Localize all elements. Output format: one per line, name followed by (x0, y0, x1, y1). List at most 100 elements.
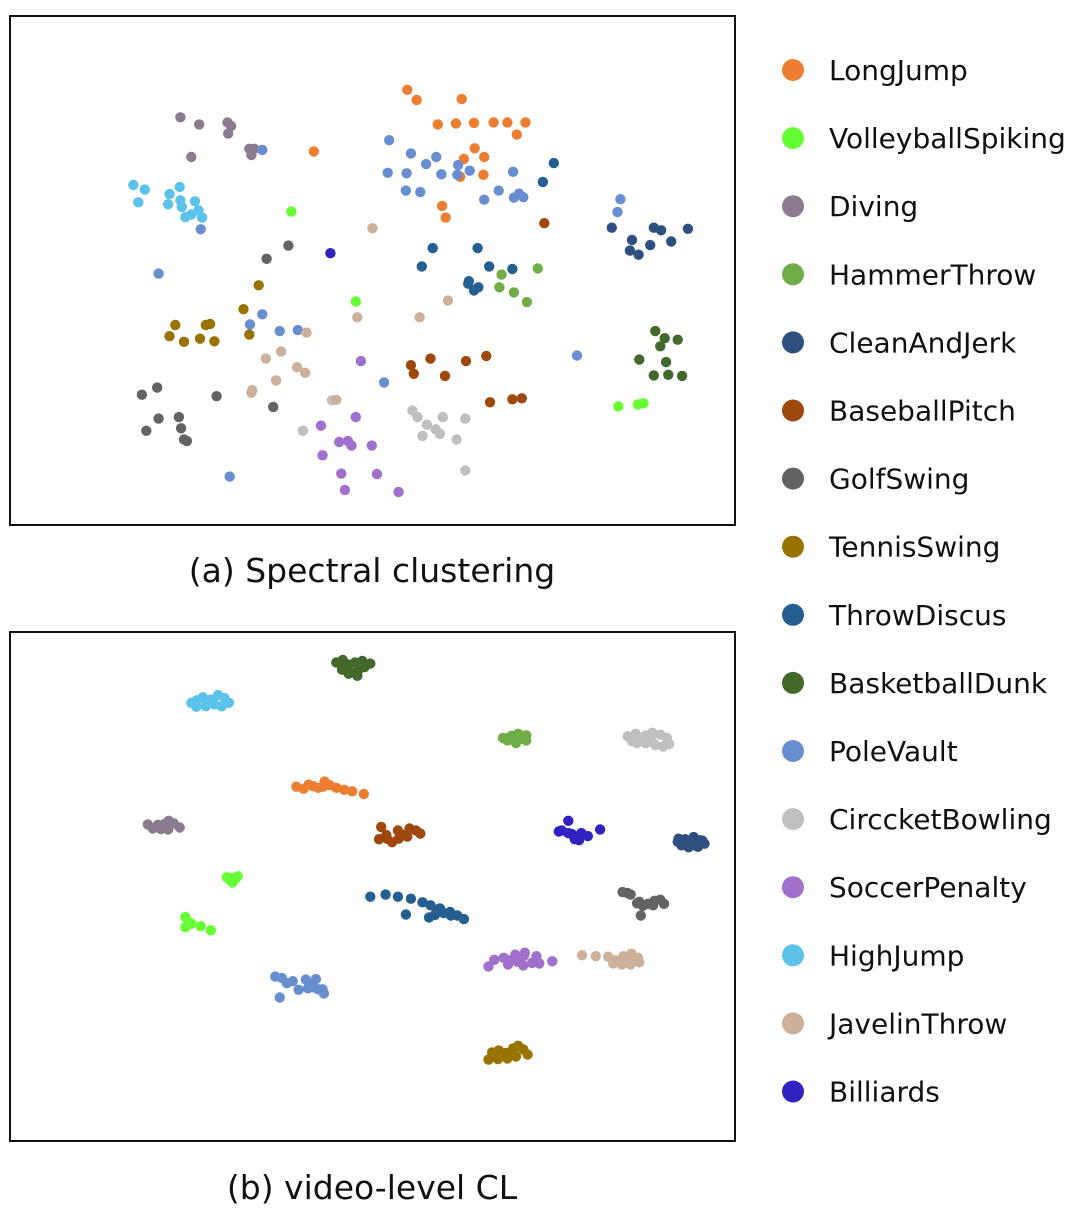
legend-marker-cleanandjerk (782, 331, 804, 354)
point-a-soccerpenalty-1 (350, 411, 361, 423)
point-a-polevault-0 (257, 144, 268, 156)
point-a-baseballpitch-7 (484, 397, 496, 408)
legend-marker-javelinthrow (782, 1012, 804, 1035)
legend-label-javelinthrow: JavelinThrow (827, 1007, 1007, 1040)
point-a-volleyballspiking-2 (613, 401, 624, 412)
point-a-polevault-16 (415, 186, 426, 198)
point-a-polevault-8 (436, 169, 447, 180)
point-a-polevault-9 (452, 169, 463, 180)
point-a-soccerpenalty-3 (334, 436, 345, 448)
point-a-javelinthrow-3 (414, 312, 425, 323)
point-b-golfswing-9 (631, 898, 643, 909)
legend-marker-polevault (782, 740, 804, 762)
point-b-tennisswing-9 (492, 1053, 504, 1065)
point-a-baseballpitch-8 (507, 394, 518, 405)
legend-marker-hammerthrow (782, 263, 804, 286)
point-a-basketballdunk-5 (660, 356, 672, 368)
point-a-cleanandjerk-0 (606, 222, 617, 233)
point-a-soccerpenalty-0 (355, 355, 367, 367)
point-b-volleyballspiking-5 (225, 872, 236, 883)
point-a-volleyballspiking-4 (638, 398, 649, 409)
plot-frame-a (9, 15, 736, 526)
legend-label-polevault: PoleVault (829, 735, 958, 768)
point-a-volleyballspiking-0 (286, 206, 297, 217)
points-b (142, 654, 710, 1065)
point-b-circcketbowling-11 (626, 735, 638, 747)
point-b-throwdiscus-4 (417, 897, 428, 908)
point-a-highjump-12 (196, 212, 208, 223)
point-a-circcketbowling-2 (421, 419, 433, 430)
point-b-baseballpitch-0 (376, 821, 387, 833)
point-a-longjump-9 (520, 117, 531, 128)
point-a-golfswing-2 (152, 382, 163, 393)
legend: LongJump VolleyballSpiking Diving HammerThr… (782, 54, 1066, 1109)
point-a-throwdiscus-7 (507, 263, 518, 275)
point-b-longjump-6 (331, 782, 342, 793)
point-a-baseballpitch-2 (460, 355, 472, 367)
points-a (128, 84, 694, 498)
panel-a: (a) Spectral clustering (9, 15, 736, 590)
point-b-longjump-9 (358, 788, 369, 800)
point-a-polevault-22 (153, 268, 164, 279)
point-a-javelinthrow-6 (260, 353, 272, 364)
point-a-polevault-19 (615, 194, 626, 205)
point-a-tennisswing-9 (244, 329, 255, 340)
point-b-baseballpitch-10 (386, 837, 398, 848)
point-a-javelinthrow-11 (246, 387, 257, 398)
point-b-longjump-11 (307, 781, 319, 792)
point-a-soccerpenalty-2 (315, 420, 327, 431)
point-b-soccerpenalty-5 (518, 960, 529, 971)
point-b-longjump-8 (347, 786, 358, 797)
point-b-polevault-9 (293, 984, 304, 995)
point-a-baseballpitch-4 (405, 360, 417, 371)
point-a-soccerpenalty-9 (371, 468, 383, 480)
point-b-polevault-13 (312, 984, 324, 995)
point-a-highjump-2 (174, 181, 185, 193)
point-a-hammerthrow-0 (496, 269, 507, 280)
point-a-longjump-5 (468, 117, 480, 129)
point-a-longjump-14 (478, 169, 489, 180)
point-a-cleanandjerk-8 (633, 249, 644, 260)
point-a-diving-7 (186, 151, 197, 163)
point-a-diving-1 (194, 119, 205, 130)
point-a-soccerpenalty-8 (336, 468, 347, 479)
point-a-circcketbowling-9 (460, 465, 471, 476)
point-a-polevault-17 (479, 194, 490, 205)
point-b-tennisswing-11 (507, 1047, 518, 1058)
point-a-polevault-21 (195, 224, 206, 235)
point-b-throwdiscus-3 (405, 893, 417, 904)
point-b-throwdiscus-14 (423, 912, 435, 923)
legend-marker-volleyballspiking (782, 127, 804, 150)
point-a-hammerthrow-1 (532, 263, 543, 274)
point-a-highjump-3 (164, 188, 175, 200)
point-b-billiards-6 (576, 827, 587, 839)
point-b-tennisswing-6 (522, 1049, 533, 1060)
point-a-golfswing-3 (136, 389, 148, 400)
point-a-longjump-3 (432, 119, 443, 130)
point-b-volleyballspiking-11 (185, 917, 196, 929)
point-a-javelinthrow-0 (367, 223, 378, 234)
point-a-polevault-10 (464, 165, 475, 176)
point-b-javelinthrow-9 (608, 958, 619, 969)
point-b-javelinthrow-12 (626, 948, 637, 959)
point-a-basketballdunk-7 (663, 369, 674, 380)
point-a-throwdiscus-1 (537, 176, 549, 188)
point-a-tennisswing-8 (209, 336, 220, 347)
point-b-javelinthrow-1 (590, 951, 601, 962)
point-a-polevault-23 (257, 309, 268, 320)
point-a-golfswing-9 (141, 425, 152, 436)
point-b-circcketbowling-12 (636, 732, 647, 744)
panel-b: (b) video-level CL (9, 631, 736, 1207)
legend-label-circcketbowling: CirccketBowling (829, 803, 1052, 836)
point-a-golfswing-6 (175, 423, 187, 434)
point-a-polevault-26 (292, 324, 303, 336)
point-a-longjump-15 (436, 200, 448, 212)
point-b-soccerpenalty-8 (547, 956, 558, 967)
legend-marker-diving (782, 195, 804, 218)
point-a-soccerpenalty-5 (346, 440, 357, 451)
point-a-circcketbowling-10 (297, 425, 309, 436)
point-a-hammerthrow-3 (508, 287, 520, 298)
point-a-golfswing-8 (268, 401, 279, 413)
legend-label-volleyballspiking: VolleyballSpiking (829, 122, 1066, 155)
point-a-cleanandjerk-4 (626, 234, 638, 246)
